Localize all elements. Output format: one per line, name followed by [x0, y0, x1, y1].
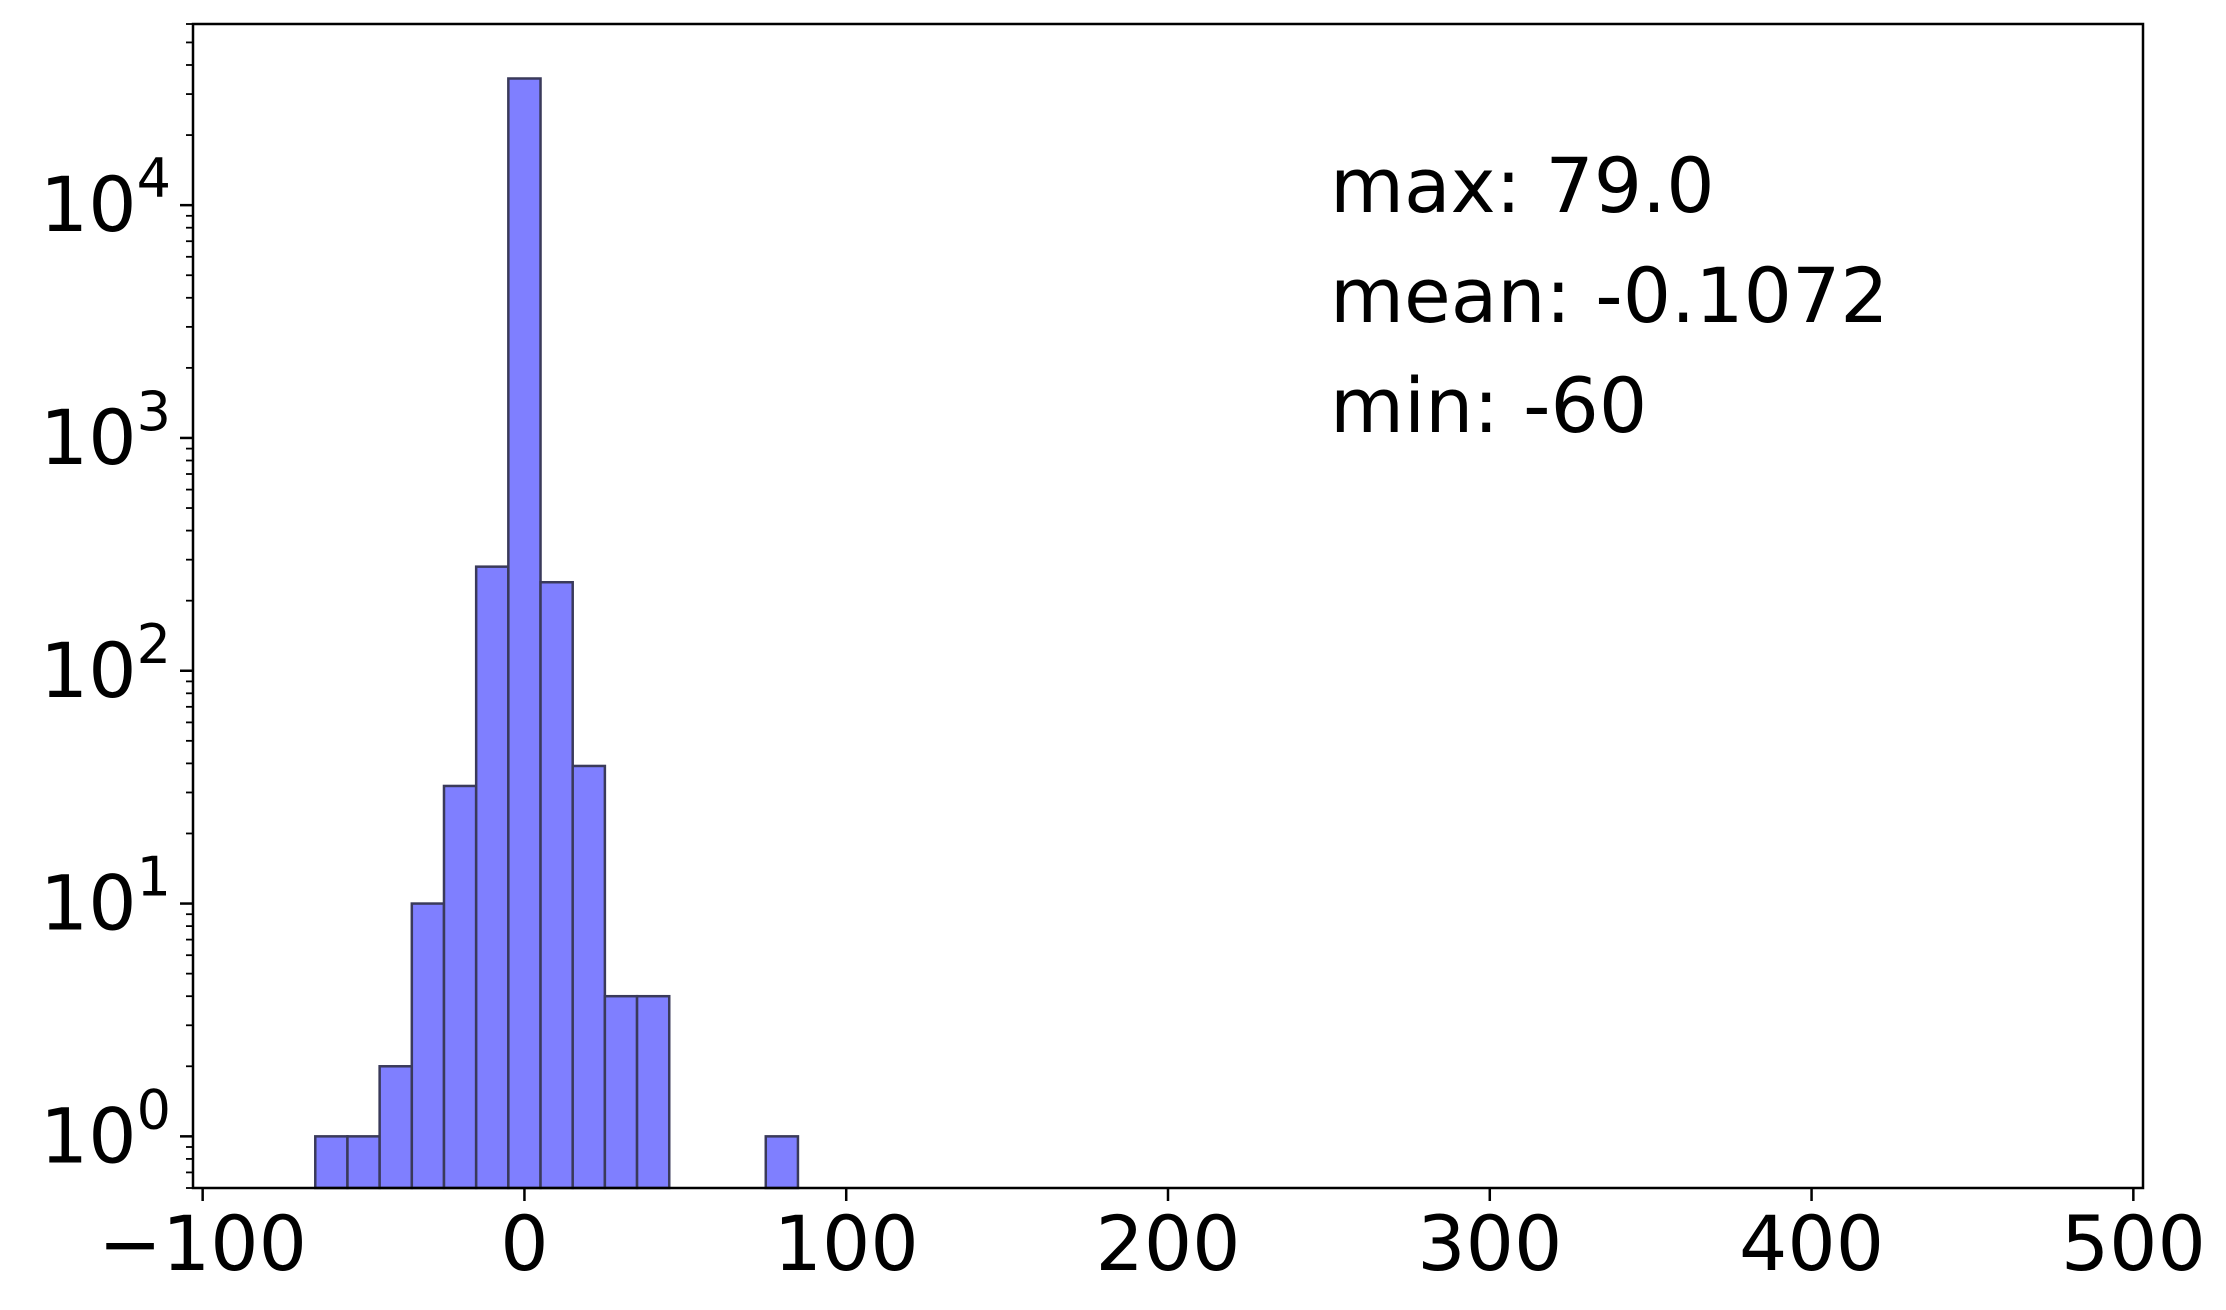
histogram-bar: [474, 565, 510, 1190]
y-tick-label: 100: [40, 1078, 171, 1180]
stats-max: max: 79.0: [1330, 141, 1715, 230]
histogram-bar: [571, 764, 607, 1190]
x-tick-label: 500: [2061, 1199, 2206, 1288]
x-tick-label: 200: [1095, 1199, 1240, 1288]
y-tick-label: 103: [40, 380, 171, 482]
histogram-bar: [635, 994, 671, 1190]
y-tick-label: 102: [40, 613, 171, 715]
histogram-bar: [603, 994, 639, 1190]
histogram-bar: [346, 1135, 381, 1190]
stats-annotation: max: 79.0 mean: -0.1072 min: -60: [1330, 141, 1889, 450]
x-tick-label: 300: [1417, 1199, 1562, 1288]
histogram-bar: [764, 1135, 800, 1190]
stats-min: min: -60: [1330, 361, 1647, 450]
plot-frame: [191, 22, 2145, 1190]
histogram-bar: [378, 1065, 414, 1190]
y-tick-label: 101: [40, 846, 171, 948]
histogram-bar: [539, 580, 574, 1190]
x-tick-label: 400: [1739, 1199, 1884, 1288]
histogram-bar: [410, 902, 446, 1190]
x-axis-ticks: −100 0 100 200 300 400 500: [98, 1188, 2206, 1288]
stats-mean: mean: -0.1072: [1330, 251, 1889, 340]
x-tick-label: 100: [774, 1199, 919, 1288]
y-tick-label: 104: [40, 147, 171, 249]
y-axis-ticks: 100 101 102 103 104: [40, 147, 193, 1180]
x-tick-label: −100: [98, 1199, 307, 1288]
histogram-bars: [314, 77, 800, 1190]
histogram-bar: [314, 1135, 349, 1190]
histogram-bar: [507, 77, 542, 1190]
x-tick-label: 0: [500, 1199, 548, 1288]
histogram-bar: [442, 784, 478, 1190]
